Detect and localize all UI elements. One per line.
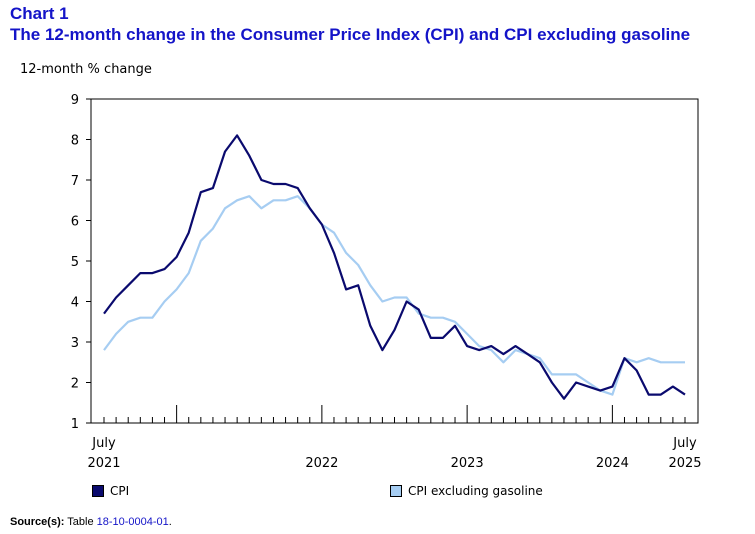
x-tick-label-year: 2025 [668,456,701,471]
legend-label-cpi: CPI [110,484,130,498]
legend-label-excluding-gasoline: CPI excluding gasoline [408,484,543,498]
y-tick-label: 8 [71,134,79,149]
x-tick-label-month: July [91,436,116,451]
x-tick-label-year: 2023 [451,456,484,471]
x-tick-label-year: 2021 [87,456,120,471]
x-tick-label-year: 2024 [596,456,629,471]
y-tick-label: 7 [71,174,79,189]
y-tick-label: 6 [71,215,79,230]
source-table-link[interactable]: 18-10-0004-01 [96,516,169,528]
source-period: . [168,516,172,528]
x-tick-label-year: 2022 [305,456,338,471]
y-tick-label: 5 [71,255,79,270]
x-axis: July 2021 2022 2023 2024 July 2025 [87,405,702,471]
y-tick-label: 2 [71,377,79,392]
legend-swatch-cpi [92,485,104,497]
plot-frame [90,98,699,424]
y-tick-label: 1 [71,417,79,432]
source-text: Table [67,516,94,528]
legend-item-excluding-gasoline: CPI excluding gasoline [390,484,543,498]
series-line-cpi [103,134,686,400]
series-line-excluding-gasoline [103,195,685,396]
legend-swatch-excluding-gasoline [390,485,402,497]
series-lines [103,134,686,400]
legend-item-cpi: CPI [92,484,129,498]
source-note: Source(s): Table 18-10-0004-01. [10,516,172,528]
source-label: Source(s): [10,516,65,528]
y-tick-label: 3 [71,336,79,351]
y-tick-label: 9 [71,93,79,108]
chart-title: The 12-month change in the Consumer Pric… [10,25,691,44]
chart-number: Chart 1 [10,4,69,23]
y-axis-label: 12-month % change [20,62,152,77]
x-tick-label-month: July [672,436,697,451]
y-axis: 1 2 3 4 5 6 7 8 9 [71,93,91,432]
y-tick-label: 4 [71,296,79,311]
